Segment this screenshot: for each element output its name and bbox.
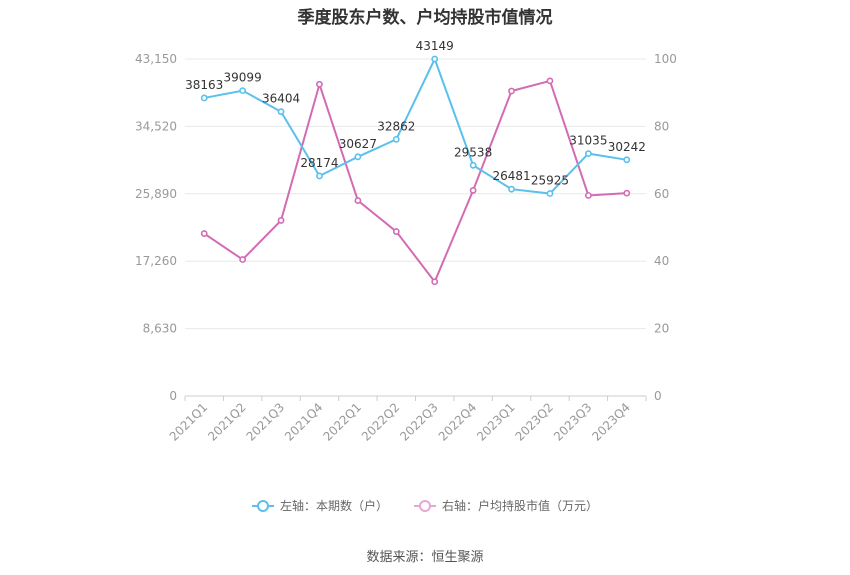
legend-swatch-market-value bbox=[414, 499, 436, 513]
legend: 左轴：本期数（户） 右轴：户均持股市值（万元） bbox=[0, 497, 850, 514]
data-point[interactable] bbox=[469, 161, 477, 169]
data-label: 31035 bbox=[569, 134, 607, 148]
x-tick-label: 2021Q2 bbox=[205, 400, 249, 444]
x-tick-label: 2021Q3 bbox=[244, 400, 288, 444]
data-point[interactable] bbox=[316, 172, 323, 180]
x-tick-label: 2023Q2 bbox=[513, 400, 557, 444]
data-point[interactable] bbox=[392, 135, 400, 143]
data-point[interactable] bbox=[431, 55, 439, 63]
grid bbox=[185, 58, 646, 397]
data-label: 25925 bbox=[531, 174, 569, 188]
data-point[interactable] bbox=[316, 80, 323, 88]
data-point[interactable] bbox=[200, 94, 208, 102]
data-label: 28174 bbox=[300, 156, 338, 170]
legend-item-households[interactable]: 左轴：本期数（户） bbox=[251, 497, 388, 514]
axes: 0 0 8,630 20 17,260 40 25,890 60 34,520 80 43,150 1… bbox=[135, 52, 677, 444]
legend-swatch-households bbox=[251, 499, 274, 513]
series-line-households bbox=[204, 56, 627, 195]
data-label: 39099 bbox=[224, 71, 262, 85]
data-label: 43149 bbox=[416, 39, 454, 53]
series-line-market-value bbox=[203, 79, 627, 284]
legend-label-market-value: 右轴：户均持股市值（万元） bbox=[442, 499, 599, 513]
data-point[interactable] bbox=[469, 187, 477, 194]
data-point[interactable] bbox=[584, 150, 592, 158]
data-label: 38163 bbox=[185, 78, 223, 92]
source-note: 数据来源：恒生聚源 bbox=[366, 550, 484, 565]
y-left-tick-label: 8,630 bbox=[143, 322, 177, 336]
y-right-tick-label: 100 bbox=[654, 52, 677, 66]
data-point[interactable] bbox=[277, 217, 285, 224]
x-tick-label: 2022Q3 bbox=[397, 400, 441, 444]
series bbox=[200, 55, 631, 286]
data-label: 30627 bbox=[339, 137, 377, 151]
x-tick-label: 2022Q2 bbox=[359, 400, 403, 444]
y-right-tick-label: 0 bbox=[654, 389, 662, 403]
y-right-tick-label: 40 bbox=[654, 254, 669, 268]
x-tick-label: 2021Q4 bbox=[282, 400, 326, 444]
x-tick-label: 2022Q1 bbox=[320, 400, 364, 444]
data-point[interactable] bbox=[239, 256, 247, 263]
y-left-tick-label: 17,260 bbox=[135, 254, 177, 268]
data-label: 32862 bbox=[377, 119, 415, 133]
x-tick-label: 2023Q3 bbox=[551, 400, 595, 444]
legend-item-market-value[interactable]: 右轴：户均持股市值（万元） bbox=[414, 497, 598, 514]
data-point[interactable] bbox=[354, 153, 362, 161]
data-point[interactable] bbox=[546, 77, 554, 85]
data-point[interactable] bbox=[584, 192, 592, 199]
legend-label-households: 左轴：本期数（户） bbox=[279, 499, 388, 513]
data-point[interactable] bbox=[623, 189, 631, 197]
data-point[interactable] bbox=[392, 228, 400, 235]
data-point[interactable] bbox=[546, 190, 554, 197]
x-tick-label: 2023Q4 bbox=[589, 400, 633, 444]
y-left-tick-label: 0 bbox=[169, 389, 177, 403]
y-left-tick-label: 25,890 bbox=[135, 187, 177, 201]
data-label: 30242 bbox=[608, 140, 646, 154]
data-label: 29538 bbox=[454, 145, 492, 159]
data-point[interactable] bbox=[623, 156, 631, 164]
data-point[interactable] bbox=[431, 278, 439, 286]
y-left-tick-label: 43,150 bbox=[135, 52, 177, 66]
y-right-tick-label: 80 bbox=[654, 119, 669, 133]
data-label: 36404 bbox=[262, 92, 300, 106]
data-point[interactable] bbox=[508, 185, 515, 193]
data-point[interactable] bbox=[354, 197, 362, 204]
data-point[interactable] bbox=[277, 108, 285, 116]
x-tick-label: 2021Q1 bbox=[167, 400, 211, 444]
x-tick-label: 2023Q1 bbox=[474, 400, 518, 444]
y-right-tick-label: 20 bbox=[654, 322, 669, 336]
x-tick-label: 2022Q4 bbox=[436, 400, 480, 444]
data-point[interactable] bbox=[239, 87, 247, 95]
data-label: 26481 bbox=[492, 169, 530, 183]
data-point[interactable] bbox=[508, 87, 515, 95]
chart-title: 季度股东户数、户均持股市值情况 bbox=[297, 8, 553, 28]
y-right-tick-label: 60 bbox=[654, 187, 669, 201]
y-left-tick-label: 34,520 bbox=[135, 119, 177, 133]
data-point[interactable] bbox=[200, 230, 208, 237]
